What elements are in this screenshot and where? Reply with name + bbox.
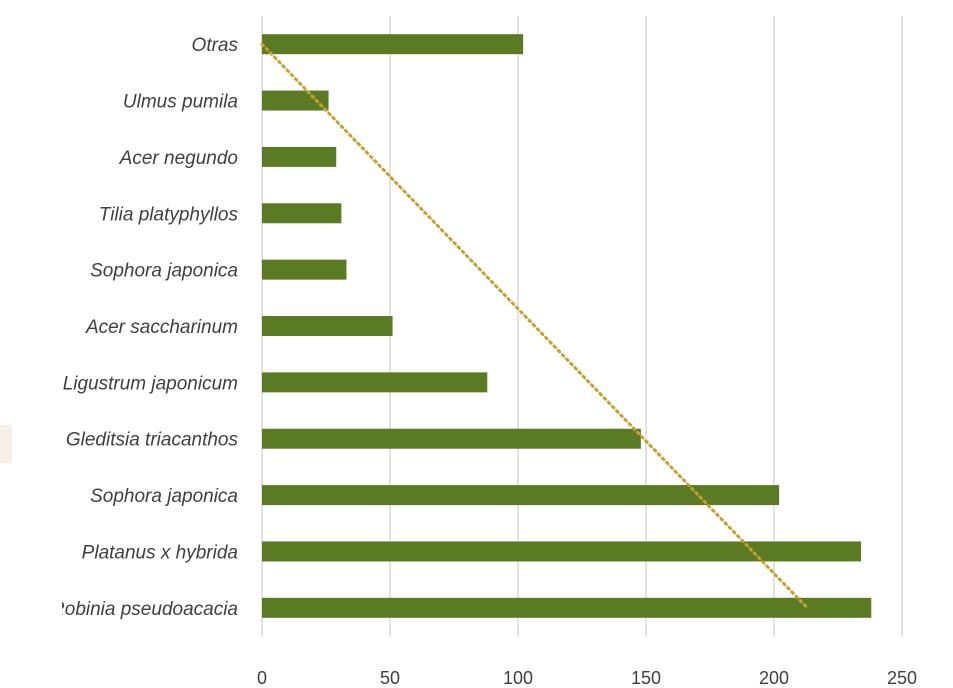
category-label: Sophora japonica — [90, 486, 238, 507]
gridlines — [261, 16, 903, 636]
category-label: Gleditsia triacanthos — [66, 430, 239, 451]
x-tick-label: 200 — [759, 668, 789, 688]
bar — [262, 259, 347, 280]
bar — [262, 597, 872, 618]
category-label: Ulmus pumila — [123, 92, 238, 113]
edge-tab — [0, 425, 12, 463]
bars — [262, 34, 872, 618]
bar — [262, 372, 488, 393]
category-label: Platanus x hybrida — [82, 542, 238, 563]
trendline-line — [260, 42, 809, 610]
x-axis-tick-labels: 0 50 100 150 200 250 — [257, 668, 917, 688]
category-label: Robinia pseudoacacia — [51, 599, 238, 620]
trendline — [260, 42, 809, 610]
x-tick-label: 50 — [380, 668, 400, 688]
category-label: Ligustrum japonicum — [63, 373, 238, 394]
category-label: Acer negundo — [119, 148, 238, 169]
category-labels: Otras Ulmus pumila Acer negundo Tilia platy… — [51, 35, 238, 620]
bar — [262, 146, 337, 167]
x-tick-label: 0 — [257, 668, 267, 688]
bar — [262, 485, 780, 506]
x-tick-label: 250 — [887, 668, 917, 688]
bar — [262, 316, 393, 336]
category-label: Tilia platyphyllos — [99, 204, 239, 225]
bar — [262, 428, 641, 449]
x-tick-label: 150 — [631, 668, 661, 688]
category-label: Otras — [192, 35, 239, 56]
bar — [262, 203, 342, 224]
left-clip-mask — [0, 0, 62, 688]
category-label: Acer saccharinum — [85, 317, 238, 338]
x-tick-label: 100 — [503, 668, 533, 688]
bar — [262, 34, 524, 55]
category-label: Sophora japonica — [90, 261, 238, 282]
bar — [262, 541, 862, 562]
